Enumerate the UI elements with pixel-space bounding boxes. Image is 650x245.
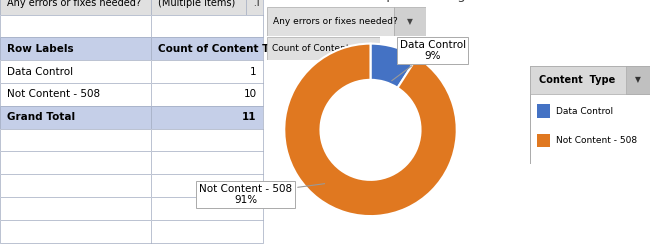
Bar bbox=[0, 83, 151, 106]
Bar bbox=[151, 37, 263, 60]
Bar bbox=[0, 0, 151, 15]
Text: .T: .T bbox=[253, 0, 261, 8]
Text: Count of Content Type: Count of Content Type bbox=[158, 44, 289, 54]
Bar bbox=[0, 151, 151, 174]
Bar bbox=[151, 0, 246, 15]
Bar bbox=[0, 37, 151, 60]
Bar bbox=[151, 197, 263, 220]
Bar bbox=[151, 60, 263, 83]
Text: 11: 11 bbox=[242, 112, 257, 122]
Wedge shape bbox=[370, 44, 417, 88]
Bar bbox=[151, 83, 263, 106]
Bar bbox=[0, 106, 151, 129]
Bar bbox=[626, 66, 650, 94]
Text: Data Control: Data Control bbox=[556, 107, 614, 116]
Bar bbox=[151, 174, 263, 197]
Bar bbox=[246, 0, 263, 15]
Text: Not Content - 508: Not Content - 508 bbox=[556, 136, 638, 145]
Text: Data Control
9%: Data Control 9% bbox=[392, 39, 465, 81]
Bar bbox=[151, 174, 263, 197]
Text: Row Labels: Row Labels bbox=[6, 44, 73, 54]
Bar bbox=[0, 151, 151, 174]
Bar bbox=[0, 106, 151, 129]
Bar bbox=[151, 106, 263, 129]
Text: Grand Total: Grand Total bbox=[6, 112, 75, 122]
Bar bbox=[151, 197, 263, 220]
Bar bbox=[151, 220, 263, 243]
Bar bbox=[246, 0, 263, 15]
Bar bbox=[394, 7, 426, 36]
Bar bbox=[537, 104, 550, 118]
Text: (Multiple Items): (Multiple Items) bbox=[158, 0, 235, 8]
Bar bbox=[151, 15, 263, 37]
Text: Data Control: Data Control bbox=[6, 67, 73, 77]
Bar bbox=[266, 7, 394, 36]
Bar bbox=[0, 197, 151, 220]
Bar bbox=[151, 151, 263, 174]
Bar bbox=[0, 0, 151, 15]
Bar bbox=[0, 220, 151, 243]
Bar bbox=[0, 15, 151, 37]
Text: Count of Content  Type: Count of Content Type bbox=[272, 44, 376, 53]
Bar bbox=[151, 83, 263, 106]
Text: 10: 10 bbox=[244, 89, 257, 99]
Bar bbox=[151, 60, 263, 83]
Text: Content  Type: Content Type bbox=[540, 75, 616, 85]
Text: 1: 1 bbox=[250, 67, 257, 77]
Bar bbox=[151, 129, 263, 151]
Bar bbox=[0, 174, 151, 197]
Bar bbox=[151, 15, 263, 37]
Text: Not Content - 508
91%: Not Content - 508 91% bbox=[199, 184, 324, 205]
Bar bbox=[151, 151, 263, 174]
Bar bbox=[0, 129, 151, 151]
Title: Content that Requires Fixing: Content that Requires Fixing bbox=[276, 0, 465, 2]
Bar bbox=[537, 134, 550, 147]
Text: Not Content - 508: Not Content - 508 bbox=[6, 89, 99, 99]
Bar bbox=[151, 0, 246, 15]
Bar bbox=[0, 37, 151, 60]
Bar bbox=[0, 15, 151, 37]
Text: ▼: ▼ bbox=[635, 75, 641, 84]
Bar bbox=[0, 60, 151, 83]
Bar bbox=[151, 129, 263, 151]
Text: Any errors or fixes needed?: Any errors or fixes needed? bbox=[273, 17, 398, 26]
Bar bbox=[0, 220, 151, 243]
Bar bbox=[151, 106, 263, 129]
Bar bbox=[0, 129, 151, 151]
Bar bbox=[0, 83, 151, 106]
Bar bbox=[151, 220, 263, 243]
Wedge shape bbox=[284, 44, 457, 216]
Bar bbox=[0, 174, 151, 197]
Text: Any errors or fixes needed?: Any errors or fixes needed? bbox=[6, 0, 140, 8]
Bar bbox=[151, 37, 263, 60]
Bar bbox=[530, 66, 650, 94]
Bar bbox=[0, 197, 151, 220]
Bar bbox=[0, 60, 151, 83]
Text: ▼: ▼ bbox=[407, 17, 413, 26]
